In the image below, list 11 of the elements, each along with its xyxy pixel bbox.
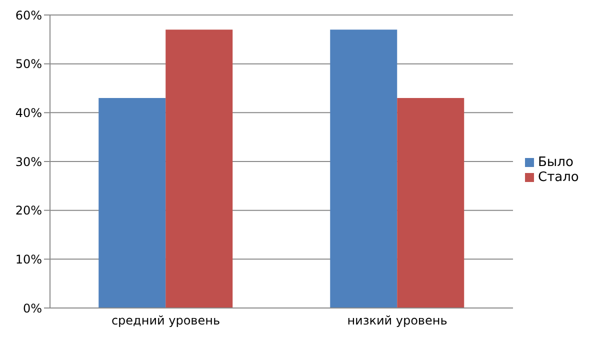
- legend-label: Стало: [538, 170, 579, 185]
- y-tick-label: 40%: [15, 106, 42, 120]
- y-tick-label: 50%: [15, 57, 42, 72]
- y-tick-label: 20%: [15, 204, 42, 218]
- legend-label: Было: [538, 155, 574, 170]
- x-tick-label: средний уровень: [111, 314, 220, 328]
- y-tick-label: 30%: [15, 154, 42, 169]
- x-tick-label: низкий уровень: [347, 314, 448, 328]
- y-tick-label: 60%: [15, 8, 42, 22]
- y-tick-label: 0%: [22, 301, 42, 316]
- y-tick-label: 10%: [15, 252, 42, 266]
